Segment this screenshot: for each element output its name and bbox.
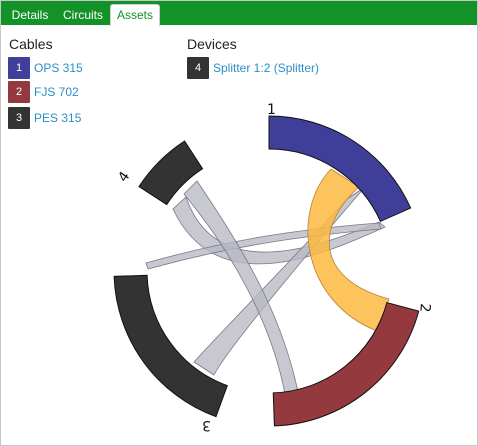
cable-item[interactable]: 3 PES 315 bbox=[8, 107, 81, 129]
tab-details[interactable]: Details bbox=[11, 8, 49, 22]
segment-4-label: 4 bbox=[115, 169, 133, 186]
segment-2-arc[interactable] bbox=[272, 301, 420, 427]
tab-circuits[interactable]: Circuits bbox=[62, 8, 103, 22]
device-item[interactable]: 4 Splitter 1:2 (Splitter) bbox=[187, 57, 319, 79]
cable-link[interactable]: PES 315 bbox=[34, 111, 82, 125]
cable-number-badge: 1 bbox=[8, 57, 30, 79]
tab-bar: Details Circuits Assets bbox=[1, 1, 477, 26]
segment-3-label: 3 bbox=[202, 417, 211, 433]
device-link[interactable]: Splitter 1:2 (Splitter) bbox=[213, 61, 320, 75]
tab-assets[interactable]: Assets bbox=[110, 4, 160, 26]
cable-item[interactable]: 2 FJS 702 bbox=[8, 81, 79, 103]
cable-link[interactable]: FJS 702 bbox=[34, 85, 79, 99]
cables-heading: Cables bbox=[9, 36, 53, 52]
segment-3-arc[interactable] bbox=[113, 274, 228, 418]
segment-1-arc[interactable] bbox=[268, 115, 412, 223]
segment-1-label: 1 bbox=[267, 102, 276, 118]
segment-4-arc[interactable] bbox=[138, 140, 204, 206]
devices-heading: Devices bbox=[187, 36, 237, 52]
cable-number-badge: 3 bbox=[8, 107, 30, 129]
device-number-badge: 4 bbox=[187, 57, 209, 79]
segment-2-label: 2 bbox=[416, 303, 433, 313]
cable-number-badge: 2 bbox=[8, 81, 30, 103]
cable-link[interactable]: OPS 315 bbox=[34, 61, 83, 75]
cable-item[interactable]: 1 OPS 315 bbox=[8, 57, 83, 79]
